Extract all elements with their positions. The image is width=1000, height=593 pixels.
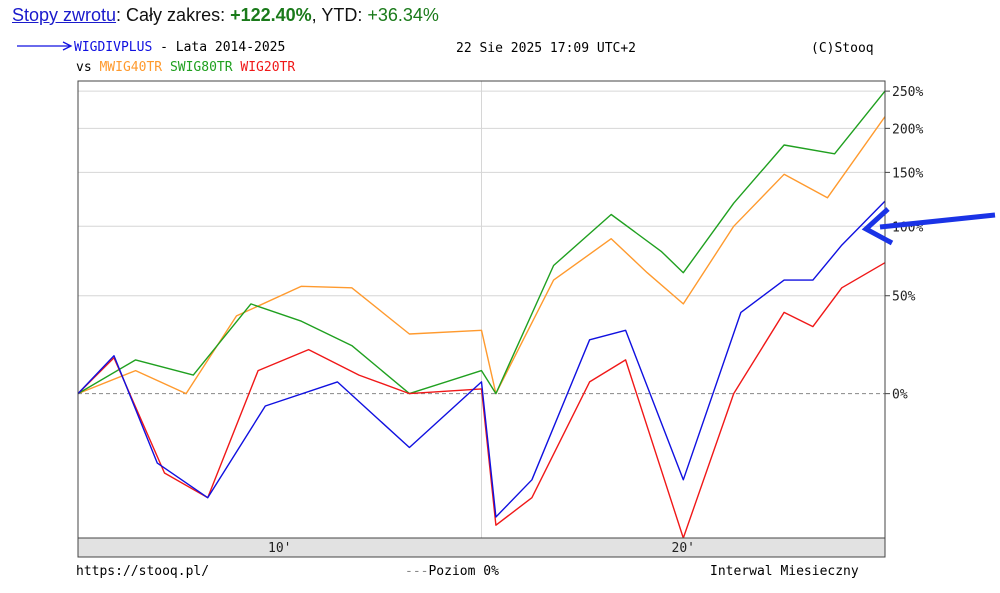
- arrow-left-icon: [861, 207, 996, 246]
- y-tick-label: 250%: [892, 85, 923, 100]
- y-tick-label: 0%: [892, 388, 908, 403]
- x-tick-label: 10': [268, 541, 291, 556]
- legend-series-wig20tr: WIG20TR: [240, 60, 296, 75]
- range-label: : Cały zakres:: [116, 5, 231, 25]
- x-axis-ticks: 10' 20': [268, 541, 695, 556]
- y-tick-label: 200%: [892, 122, 923, 137]
- x-tick-label: 20': [672, 541, 695, 556]
- legend-vs-label: vs: [76, 60, 92, 75]
- footer-zero-level: ---Poziom 0%: [405, 564, 499, 579]
- legend-main-suffix: - Lata 2014-2025: [152, 40, 286, 55]
- series-line-wigdivplus: [77, 200, 886, 518]
- returns-link[interactable]: Stopy zwrotu: [12, 5, 117, 25]
- series-line-swig80tr: [77, 90, 886, 395]
- legend-series-mwig40tr: MWIG40TR: [99, 60, 163, 75]
- range-value: +122.40%: [230, 5, 312, 25]
- chart-date: 22 Sie 2025 17:09 UTC+2: [456, 41, 637, 56]
- footer-interval: Interwal Miesieczny: [710, 564, 859, 579]
- ytd-value: +36.34%: [367, 5, 439, 25]
- returns-header: Stopy zwrotu: Cały zakres: +122.40%, YTD…: [12, 5, 439, 26]
- y-tick-label: 50%: [892, 290, 916, 305]
- y-axis-ticks: 250%200%150%100%50%0%: [885, 85, 923, 403]
- chart-copyright: (C)Stooq: [811, 41, 874, 56]
- x-axis-band: [77, 537, 886, 558]
- legend-arrow-icon: [17, 41, 73, 51]
- series-layer: [77, 90, 886, 539]
- legend-series-swig80tr: SWIG80TR: [169, 60, 233, 75]
- legend-main: WIGDIVPLUS - Lata 2014-2025: [16, 39, 285, 55]
- footer-zero-level-label: Poziom 0%: [428, 564, 499, 579]
- footer-url[interactable]: https://stooq.pl/: [76, 564, 210, 579]
- y-tick-label: 150%: [892, 166, 923, 181]
- grid-lines: [78, 81, 885, 557]
- legend-compare: vs MWIG40TR SWIG80TR WIG20TR: [76, 60, 295, 75]
- legend-main-symbol: WIGDIVPLUS: [74, 40, 153, 55]
- ytd-label: , YTD:: [311, 5, 368, 25]
